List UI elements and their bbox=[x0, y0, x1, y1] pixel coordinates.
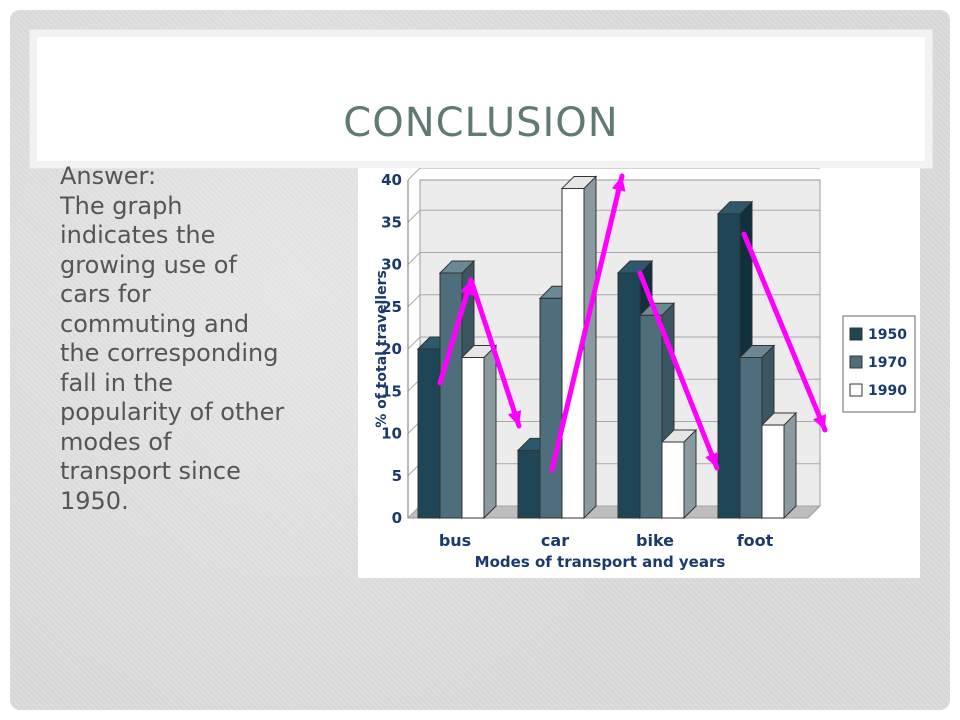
body-line: growing use of bbox=[60, 250, 237, 279]
bar-bus-1990 bbox=[460, 344, 498, 520]
x-tick-label: car bbox=[541, 531, 569, 550]
arrow-shaft bbox=[741, 231, 828, 433]
arrow-shaft bbox=[637, 270, 720, 471]
body-line: The graph bbox=[60, 191, 183, 220]
arrowhead bbox=[813, 414, 826, 430]
title-box: CONCLUSION bbox=[29, 29, 933, 169]
bar-bike-1970 bbox=[638, 301, 676, 520]
trend-arrow-bike bbox=[637, 270, 720, 471]
y-axis-label: % of total travellers bbox=[374, 270, 390, 428]
x-tick-label: bike bbox=[636, 531, 674, 550]
bar-car-1990 bbox=[560, 175, 598, 520]
y-tick-label: 30 bbox=[381, 256, 402, 274]
gridline-depth bbox=[407, 252, 421, 265]
gridline-depth bbox=[407, 294, 421, 308]
bar-top bbox=[738, 344, 776, 358]
x-tick-label: foot bbox=[737, 531, 774, 550]
bar-side bbox=[683, 428, 697, 520]
bar-front bbox=[761, 424, 785, 519]
bar-foot-1990 bbox=[760, 411, 798, 520]
legend-swatch bbox=[849, 327, 863, 341]
y-tick-label: 25 bbox=[381, 298, 402, 316]
bar-side bbox=[483, 344, 497, 520]
arrowhead bbox=[507, 410, 522, 426]
trend-arrow-car bbox=[549, 173, 626, 473]
body-line: transport since bbox=[60, 457, 241, 485]
arrow-shaft bbox=[549, 173, 625, 473]
trend-arrow-bus-down bbox=[468, 277, 522, 429]
body-line: fall in the bbox=[60, 368, 174, 397]
y-tick-label: 15 bbox=[381, 382, 402, 400]
bar-front bbox=[717, 213, 741, 519]
x-axis-label: Modes of transport and years bbox=[475, 553, 726, 571]
y-tick-label: 40 bbox=[381, 171, 402, 189]
bar-side bbox=[583, 175, 597, 520]
bar-chart: 0 5 10 15 20 25 30 35 40 % of total travellers bus… bbox=[374, 167, 916, 571]
y-tick-label: 20 bbox=[381, 340, 402, 358]
legend: 1950 1970 1990 bbox=[842, 315, 916, 413]
gridline-depth bbox=[407, 209, 421, 223]
bar-front bbox=[539, 297, 563, 519]
bar-side bbox=[783, 411, 797, 520]
arrow-shaft bbox=[437, 277, 474, 386]
bar-front bbox=[739, 356, 763, 519]
gridline-depth bbox=[407, 336, 421, 350]
y-tick-label: 10 bbox=[381, 425, 402, 443]
bar-front bbox=[461, 356, 485, 519]
bar-top bbox=[660, 429, 698, 443]
arrowhead bbox=[705, 452, 719, 468]
bar-front bbox=[517, 449, 541, 519]
bar-top bbox=[616, 260, 654, 274]
bar-front bbox=[639, 314, 663, 519]
bar-top bbox=[760, 412, 798, 426]
body-line: indicates the bbox=[60, 221, 216, 249]
bar-top bbox=[438, 260, 476, 274]
bar-top bbox=[460, 344, 498, 358]
bar-front bbox=[617, 272, 641, 519]
legend-swatch bbox=[849, 355, 863, 369]
legend-label: 1990 bbox=[868, 383, 907, 399]
body-line: popularity of other bbox=[60, 398, 285, 426]
trend-arrow-foot bbox=[741, 231, 828, 433]
body-line: 1950. bbox=[60, 486, 129, 515]
body-line: cars for bbox=[60, 280, 151, 308]
bar-front bbox=[417, 348, 441, 519]
x-tick-label: bus bbox=[439, 531, 471, 550]
gridline-depth bbox=[407, 167, 421, 181]
answer-label: Answer: bbox=[60, 162, 157, 190]
body-line: modes of bbox=[60, 427, 172, 456]
arrowhead bbox=[611, 176, 626, 192]
bar-front bbox=[661, 441, 685, 519]
y-tick-label: 0 bbox=[392, 509, 402, 527]
y-tick-label: 35 bbox=[381, 213, 402, 231]
arrow-shaft bbox=[468, 277, 522, 429]
legend-label: 1950 bbox=[868, 327, 907, 343]
y-tick-label: 5 bbox=[392, 467, 402, 485]
bar-top bbox=[716, 201, 754, 215]
bar-bike-1990 bbox=[660, 428, 698, 520]
body-line: the corresponding bbox=[60, 339, 279, 367]
bar-top bbox=[560, 175, 598, 189]
legend-label: 1970 bbox=[868, 355, 907, 371]
bar-front bbox=[439, 272, 463, 519]
body-text: Answer: The graph indicates the growing … bbox=[60, 162, 345, 516]
body-line: commuting and bbox=[60, 309, 250, 338]
slide-title: CONCLUSION bbox=[343, 100, 619, 146]
chart-panel: 0 5 10 15 20 25 30 35 40 % of total travellers bus… bbox=[358, 167, 920, 578]
legend-swatch bbox=[849, 383, 863, 397]
